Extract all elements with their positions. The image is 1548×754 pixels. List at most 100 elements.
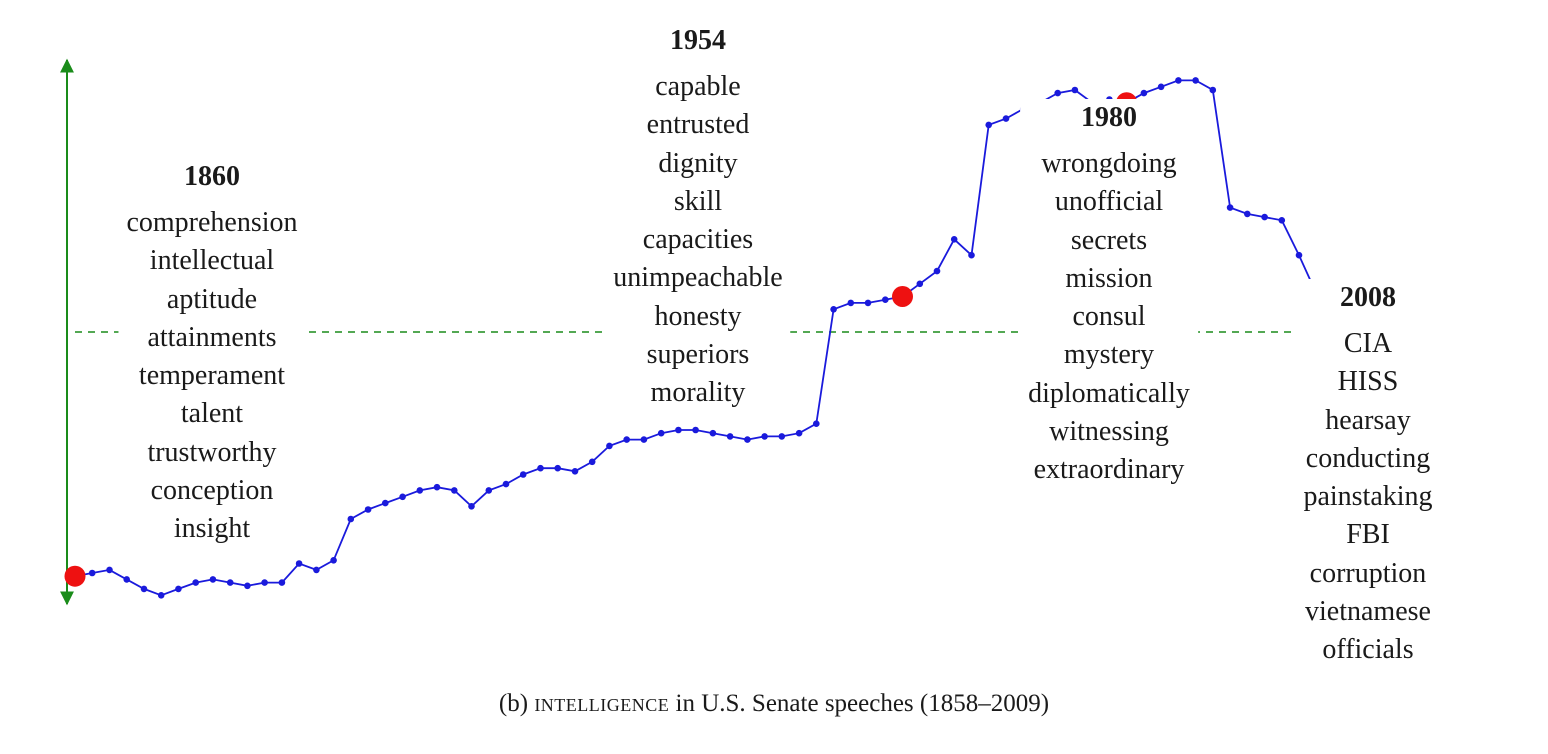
data-point xyxy=(1226,204,1234,211)
data-point xyxy=(175,585,182,593)
annotation-word: extraordinary xyxy=(1033,454,1185,486)
annotation-word: insight xyxy=(173,513,251,545)
annotation-word: dignity xyxy=(658,147,738,179)
annotation-year: 1980 xyxy=(1081,102,1137,133)
annotation-word: entrusted xyxy=(646,109,750,141)
data-point xyxy=(571,468,579,475)
data-point xyxy=(830,306,837,313)
data-point xyxy=(1054,89,1061,97)
data-point xyxy=(502,480,510,488)
data-point xyxy=(1209,86,1217,94)
data-point xyxy=(140,585,148,593)
data-point xyxy=(882,296,889,304)
annotation-word: honesty xyxy=(654,300,742,332)
data-point xyxy=(916,280,924,288)
annotation-word: HISS xyxy=(1337,366,1399,398)
data-point xyxy=(313,566,320,574)
data-point xyxy=(1071,86,1079,94)
annotation-word: mystery xyxy=(1063,339,1155,371)
highlight-point-1954 xyxy=(892,286,913,307)
data-point xyxy=(399,493,406,501)
annotation-word: talent xyxy=(180,398,244,430)
annotation-word: secrets xyxy=(1070,224,1148,256)
data-point xyxy=(709,429,717,437)
highlight-point-1860 xyxy=(64,565,86,587)
data-point xyxy=(864,299,872,307)
data-point xyxy=(1175,77,1182,84)
data-point xyxy=(813,420,820,428)
annotation-word: skill xyxy=(673,185,723,217)
annotation-word: capacities xyxy=(642,224,754,256)
data-point xyxy=(640,436,648,443)
annotation-word: officials xyxy=(1322,634,1414,666)
annotation-year: 1954 xyxy=(669,25,726,56)
data-point xyxy=(744,436,751,443)
data-point xyxy=(261,579,268,586)
caption-term: intelligence xyxy=(534,690,670,717)
annotation-word: capable xyxy=(655,71,741,102)
data-point xyxy=(433,483,441,491)
data-point xyxy=(1002,115,1010,122)
data-point xyxy=(847,299,855,307)
data-point xyxy=(761,433,768,440)
data-point xyxy=(623,436,630,443)
annotation-word: intellectual xyxy=(149,245,275,277)
data-point xyxy=(950,236,958,243)
data-point xyxy=(1140,89,1148,97)
annotation-word: CIA xyxy=(1343,328,1393,359)
data-point xyxy=(468,503,475,510)
annotation-word: corruption xyxy=(1309,557,1427,589)
data-point xyxy=(123,576,130,583)
annotation-2008: 2008 CIA HISS hearsay conducting painsta… xyxy=(1295,279,1441,670)
data-point xyxy=(416,487,424,494)
annotation-word: witnessing xyxy=(1049,416,1169,448)
data-point xyxy=(968,251,975,259)
annotation-word: trustworthy xyxy=(147,436,277,468)
annotation-word: diplomatically xyxy=(1028,377,1190,409)
data-point xyxy=(1244,210,1251,218)
data-point xyxy=(1295,251,1303,259)
annotation-year: 1860 xyxy=(184,161,240,192)
annotation-word: aptitude xyxy=(166,283,258,315)
series-line xyxy=(74,79,1369,597)
annotation-word: mission xyxy=(1065,262,1153,294)
annotation-1954: 1954 capable entrusted dignity skill cap… xyxy=(605,22,791,413)
data-point xyxy=(537,464,544,472)
annotation-word: unofficial xyxy=(1054,186,1164,218)
data-point xyxy=(451,487,458,494)
annotation-word: vietnamese xyxy=(1305,596,1431,628)
data-point xyxy=(226,579,234,586)
data-point xyxy=(795,429,803,437)
data-point xyxy=(1192,77,1199,84)
annotation-word: unimpeachable xyxy=(613,262,783,294)
caption-prefix: (b) xyxy=(498,690,535,717)
data-point xyxy=(88,569,96,577)
data-point xyxy=(106,566,113,574)
annotation-word: conducting xyxy=(1305,442,1431,474)
data-point xyxy=(192,579,199,586)
annotation-word: attainments xyxy=(147,321,277,353)
data-point xyxy=(209,576,217,583)
annotation-word: painstaking xyxy=(1303,481,1433,513)
annotation-word: comprehension xyxy=(126,207,298,238)
data-point xyxy=(347,515,355,523)
annotation-1860: 1860 comprehension intellectual aptitude… xyxy=(118,158,306,549)
data-point xyxy=(1261,213,1268,221)
annotation-word: hearsay xyxy=(1325,404,1411,436)
data-point xyxy=(1278,217,1286,224)
data-point xyxy=(1157,83,1165,91)
data-point xyxy=(485,487,493,494)
data-point xyxy=(778,433,786,440)
annotation-word: wrongdoing xyxy=(1041,148,1177,179)
data-point xyxy=(295,560,303,567)
data-point xyxy=(554,464,561,472)
annotation-word: conception xyxy=(150,475,274,507)
data-point xyxy=(382,499,389,507)
data-point xyxy=(985,121,992,129)
data-point xyxy=(657,429,665,437)
data-point xyxy=(278,579,286,586)
data-point xyxy=(606,442,613,450)
annotation-word: superiors xyxy=(646,339,750,371)
data-point xyxy=(244,582,251,590)
data-point xyxy=(933,267,941,275)
